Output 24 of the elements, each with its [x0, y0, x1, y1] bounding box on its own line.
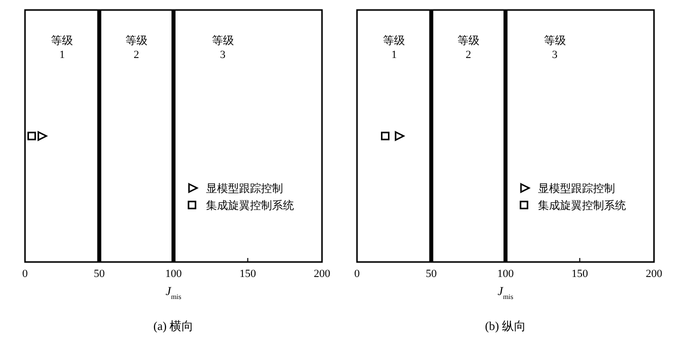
annotation: 等级 3 [544, 35, 566, 61]
x-axis-title: J$_{mis}$ [166, 284, 182, 301]
legend-label: 显模型跟踪控制 [206, 182, 283, 195]
text: (b) 纵向 [485, 319, 526, 333]
x-tick-label: 150 [240, 268, 256, 280]
x-tick-label: 50 [426, 268, 438, 280]
x-tick-label: 100 [165, 268, 182, 280]
legend-label: 显模型跟踪控制 [538, 182, 615, 195]
x-tick-label: 150 [572, 268, 588, 280]
x-tick-label: 200 [646, 268, 663, 280]
annotation: 等级 1 [383, 35, 406, 61]
legend-label: 集成旋翼控制系统 [538, 199, 626, 212]
x-axis-title: J$_{mis}$ [498, 284, 514, 301]
annotation: 等级 3 [212, 35, 234, 61]
x-tick-label: 0 [354, 268, 360, 280]
annotation: 等级 1 [51, 35, 74, 61]
annotation: 等级 2 [125, 35, 148, 61]
annotation: 等级 2 [457, 35, 480, 61]
text: (a) 横向 [153, 319, 194, 333]
x-tick-label: 0 [22, 268, 28, 280]
x-tick-label: 50 [94, 268, 106, 280]
legend-label: 集成旋翼控制系统 [206, 199, 294, 212]
x-tick-label: 200 [314, 268, 331, 280]
x-tick-label: 100 [497, 268, 514, 280]
